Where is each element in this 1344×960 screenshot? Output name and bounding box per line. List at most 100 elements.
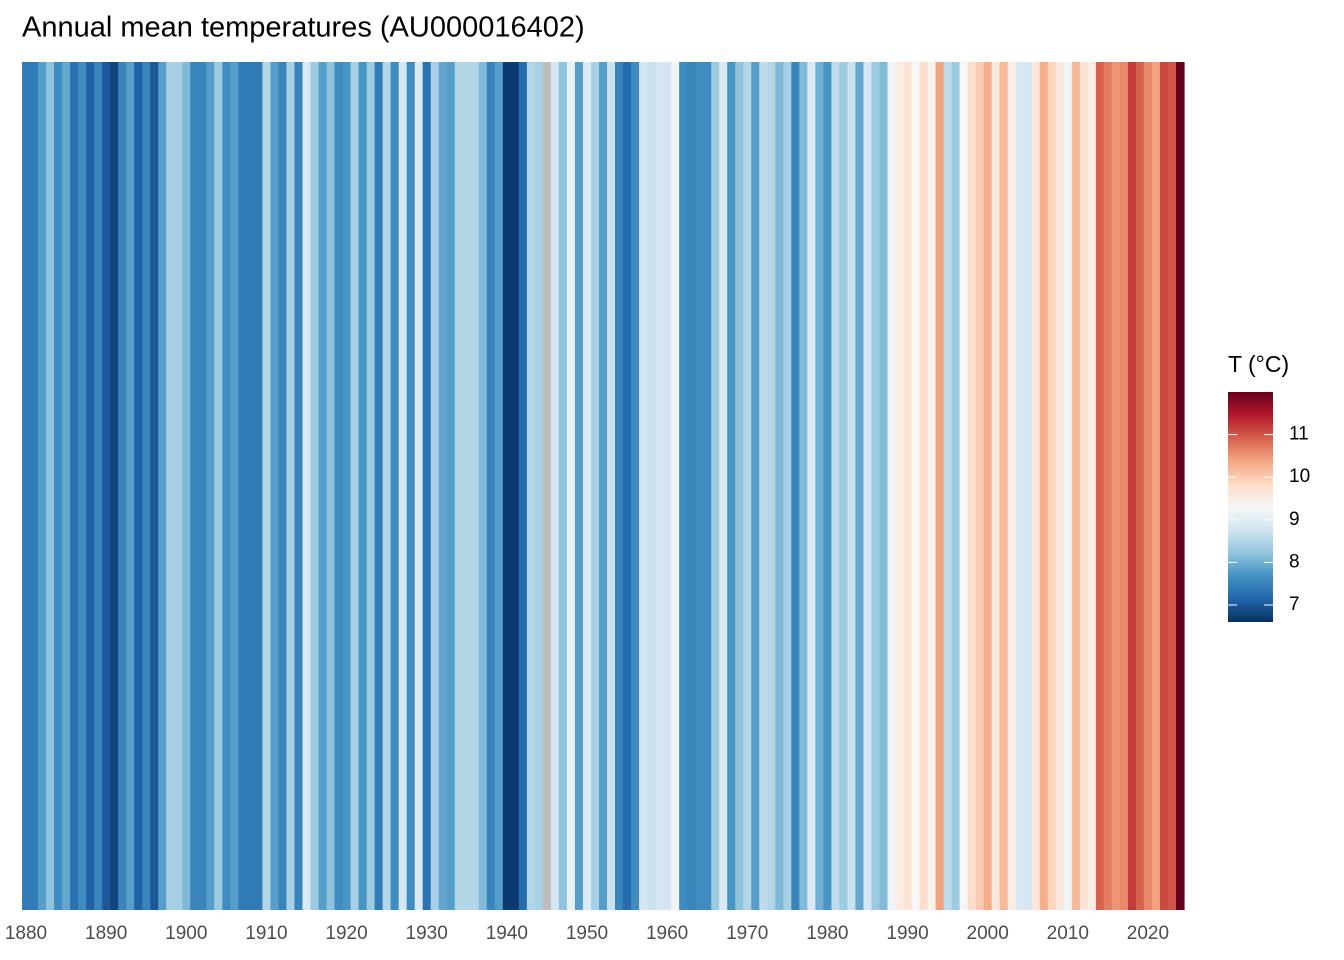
- stripe: [719, 62, 728, 910]
- stripe: [454, 62, 464, 910]
- stripe: [799, 62, 808, 910]
- x-tick-label: 2000: [967, 923, 1009, 944]
- stripe: [374, 62, 384, 910]
- stripe: [238, 62, 247, 910]
- stripe: [727, 62, 736, 910]
- stripe: [38, 62, 47, 910]
- stripe: [1167, 62, 1177, 910]
- stripe: [446, 62, 456, 910]
- stripe: [190, 62, 199, 910]
- legend-tick-label: 10: [1289, 466, 1310, 487]
- stripe: [270, 62, 280, 910]
- chart-title: Annual mean temperatures (AU000016402): [22, 12, 585, 44]
- stripe: [975, 62, 985, 910]
- stripe: [94, 62, 103, 910]
- stripe: [615, 62, 624, 910]
- stripe: [342, 62, 352, 910]
- stripe: [422, 62, 432, 910]
- stripe: [502, 62, 512, 910]
- stripe: [895, 62, 905, 910]
- stripe: [695, 62, 704, 910]
- stripe: [607, 62, 616, 910]
- legend-tick-label: 8: [1289, 551, 1300, 572]
- x-tick-label: 1950: [566, 923, 608, 944]
- stripe: [767, 62, 776, 910]
- stripe: [150, 62, 159, 910]
- stripe: [791, 62, 800, 910]
- stripe: [1127, 62, 1137, 910]
- stripe: [623, 62, 632, 910]
- legend-tick-label: 9: [1289, 509, 1300, 530]
- stripe: [214, 62, 223, 910]
- stripe: [1031, 62, 1041, 910]
- stripe: [935, 62, 945, 910]
- stripe: [366, 62, 376, 910]
- stripe: [278, 62, 288, 910]
- stripe: [871, 62, 881, 910]
- stripe: [1175, 62, 1185, 910]
- stripe: [1095, 62, 1105, 910]
- stripe: [134, 62, 143, 910]
- stripe: [1039, 62, 1049, 910]
- stripe: [550, 62, 560, 910]
- stripe: [863, 62, 873, 910]
- stripe: [526, 62, 536, 910]
- stripe: [927, 62, 937, 910]
- stripe: [855, 62, 865, 910]
- stripe: [815, 62, 824, 910]
- x-tick-label: 1910: [245, 923, 287, 944]
- stripe: [1103, 62, 1113, 910]
- stripe: [574, 62, 584, 910]
- stripe: [823, 62, 832, 910]
- stripe: [582, 62, 592, 910]
- stripe: [735, 62, 744, 910]
- stripe: [358, 62, 368, 910]
- stripe: [414, 62, 424, 910]
- stripe: [62, 62, 71, 910]
- stripe: [911, 62, 921, 910]
- stripe: [967, 62, 977, 910]
- stripe: [390, 62, 400, 910]
- stripe: [743, 62, 752, 910]
- x-tick-label: 2020: [1127, 923, 1169, 944]
- stripe: [430, 62, 440, 910]
- stripe: [887, 62, 897, 910]
- x-tick-label: 2010: [1047, 923, 1089, 944]
- stripe: [703, 62, 712, 910]
- stripe: [102, 62, 111, 910]
- x-tick-label: 1990: [886, 923, 928, 944]
- stripe: [983, 62, 993, 910]
- stripe: [286, 62, 296, 910]
- stripe: [70, 62, 79, 910]
- stripe: [206, 62, 215, 910]
- x-tick-label: 1930: [406, 923, 448, 944]
- stripe: [30, 62, 39, 910]
- stripe: [959, 62, 969, 910]
- stripe: [334, 62, 344, 910]
- stripe: [663, 62, 672, 910]
- stripe: [302, 62, 312, 910]
- stripe: [118, 62, 127, 910]
- x-tick-label: 1960: [646, 923, 688, 944]
- stripe: [775, 62, 784, 910]
- stripe: [1071, 62, 1081, 910]
- stripe: [1087, 62, 1097, 910]
- stripe: [1135, 62, 1145, 910]
- stripe: [631, 62, 640, 910]
- stripe: [478, 62, 488, 910]
- stripe: [518, 62, 528, 910]
- x-tick-label: 1890: [85, 923, 127, 944]
- x-tick-label: 1940: [486, 923, 528, 944]
- colorbar: [1228, 392, 1273, 622]
- legend-title: T (°C): [1228, 351, 1289, 377]
- stripe: [1079, 62, 1089, 910]
- stripe: [590, 62, 600, 910]
- stripe: [166, 62, 175, 910]
- stripe: [326, 62, 336, 910]
- stripe: [687, 62, 696, 910]
- stripe: [382, 62, 392, 910]
- stripe: [470, 62, 480, 910]
- stripe: [22, 62, 31, 910]
- stripe: [294, 62, 304, 910]
